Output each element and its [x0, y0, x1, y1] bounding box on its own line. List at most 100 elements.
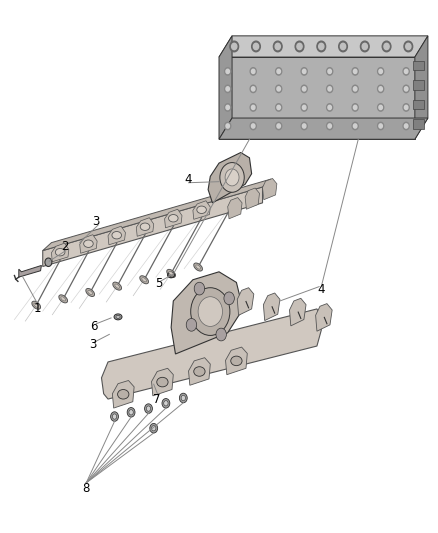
Circle shape [232, 43, 237, 50]
Polygon shape [102, 309, 321, 399]
Polygon shape [193, 201, 210, 219]
Ellipse shape [61, 297, 66, 301]
Circle shape [378, 68, 384, 75]
Polygon shape [208, 152, 252, 203]
Circle shape [251, 124, 255, 128]
Circle shape [327, 104, 333, 111]
Polygon shape [219, 36, 232, 139]
Circle shape [45, 258, 52, 266]
Circle shape [379, 106, 382, 110]
Text: 7: 7 [153, 393, 160, 406]
Circle shape [328, 106, 332, 110]
Polygon shape [316, 304, 332, 331]
Circle shape [340, 43, 346, 50]
Circle shape [252, 41, 260, 52]
Circle shape [301, 104, 307, 111]
Circle shape [216, 328, 226, 341]
Bar [413, 119, 424, 128]
Ellipse shape [196, 265, 201, 269]
Circle shape [230, 41, 239, 52]
Text: 3: 3 [92, 215, 100, 228]
Circle shape [353, 87, 357, 91]
Polygon shape [290, 298, 306, 326]
Polygon shape [136, 217, 154, 236]
Circle shape [250, 104, 256, 111]
Circle shape [406, 43, 411, 50]
Circle shape [379, 69, 382, 74]
Polygon shape [51, 243, 69, 262]
Ellipse shape [88, 290, 92, 295]
Circle shape [319, 43, 324, 50]
Circle shape [379, 87, 382, 91]
Text: 3: 3 [89, 338, 97, 351]
Circle shape [327, 85, 333, 93]
Ellipse shape [194, 263, 202, 271]
Circle shape [378, 122, 384, 130]
Circle shape [164, 401, 168, 406]
Circle shape [225, 169, 239, 186]
Circle shape [404, 41, 413, 52]
Circle shape [404, 69, 408, 74]
Circle shape [277, 87, 280, 91]
Circle shape [302, 106, 306, 110]
Polygon shape [165, 209, 182, 228]
Circle shape [225, 68, 231, 75]
Ellipse shape [115, 284, 120, 288]
Circle shape [301, 85, 307, 93]
Circle shape [253, 43, 258, 50]
Circle shape [403, 104, 409, 111]
Circle shape [362, 43, 367, 50]
Circle shape [352, 68, 358, 75]
Circle shape [378, 85, 384, 93]
Ellipse shape [84, 240, 93, 247]
Ellipse shape [55, 248, 65, 256]
Circle shape [404, 106, 408, 110]
Circle shape [276, 85, 282, 93]
Text: 6: 6 [90, 320, 98, 333]
Ellipse shape [34, 303, 39, 308]
Circle shape [275, 43, 280, 50]
Polygon shape [80, 235, 97, 253]
Polygon shape [219, 118, 428, 139]
Circle shape [302, 87, 306, 91]
Circle shape [353, 106, 357, 110]
Circle shape [328, 124, 332, 128]
Polygon shape [171, 272, 243, 354]
Circle shape [250, 85, 256, 93]
Ellipse shape [169, 271, 173, 276]
Circle shape [378, 104, 384, 111]
Circle shape [250, 122, 256, 130]
Circle shape [317, 41, 325, 52]
Text: 4: 4 [184, 173, 191, 186]
Circle shape [150, 423, 158, 433]
Circle shape [194, 282, 205, 295]
Circle shape [403, 68, 409, 75]
Polygon shape [152, 368, 173, 396]
Circle shape [226, 87, 230, 91]
Ellipse shape [59, 295, 67, 303]
Polygon shape [113, 381, 134, 408]
Polygon shape [188, 358, 210, 385]
Text: 4: 4 [318, 283, 325, 296]
Polygon shape [245, 188, 259, 209]
Circle shape [127, 408, 135, 417]
Ellipse shape [197, 206, 206, 214]
Polygon shape [415, 36, 428, 139]
Circle shape [224, 292, 234, 305]
Polygon shape [263, 293, 280, 320]
Polygon shape [219, 36, 428, 57]
Bar [413, 80, 424, 90]
Circle shape [382, 41, 391, 52]
Bar [413, 100, 424, 109]
Circle shape [295, 41, 304, 52]
Circle shape [225, 122, 231, 130]
Circle shape [379, 124, 382, 128]
Circle shape [360, 41, 369, 52]
Circle shape [129, 410, 133, 415]
Circle shape [353, 69, 357, 74]
Circle shape [276, 104, 282, 111]
Ellipse shape [117, 390, 129, 399]
Circle shape [301, 68, 307, 75]
Polygon shape [219, 57, 415, 139]
Polygon shape [262, 179, 277, 200]
